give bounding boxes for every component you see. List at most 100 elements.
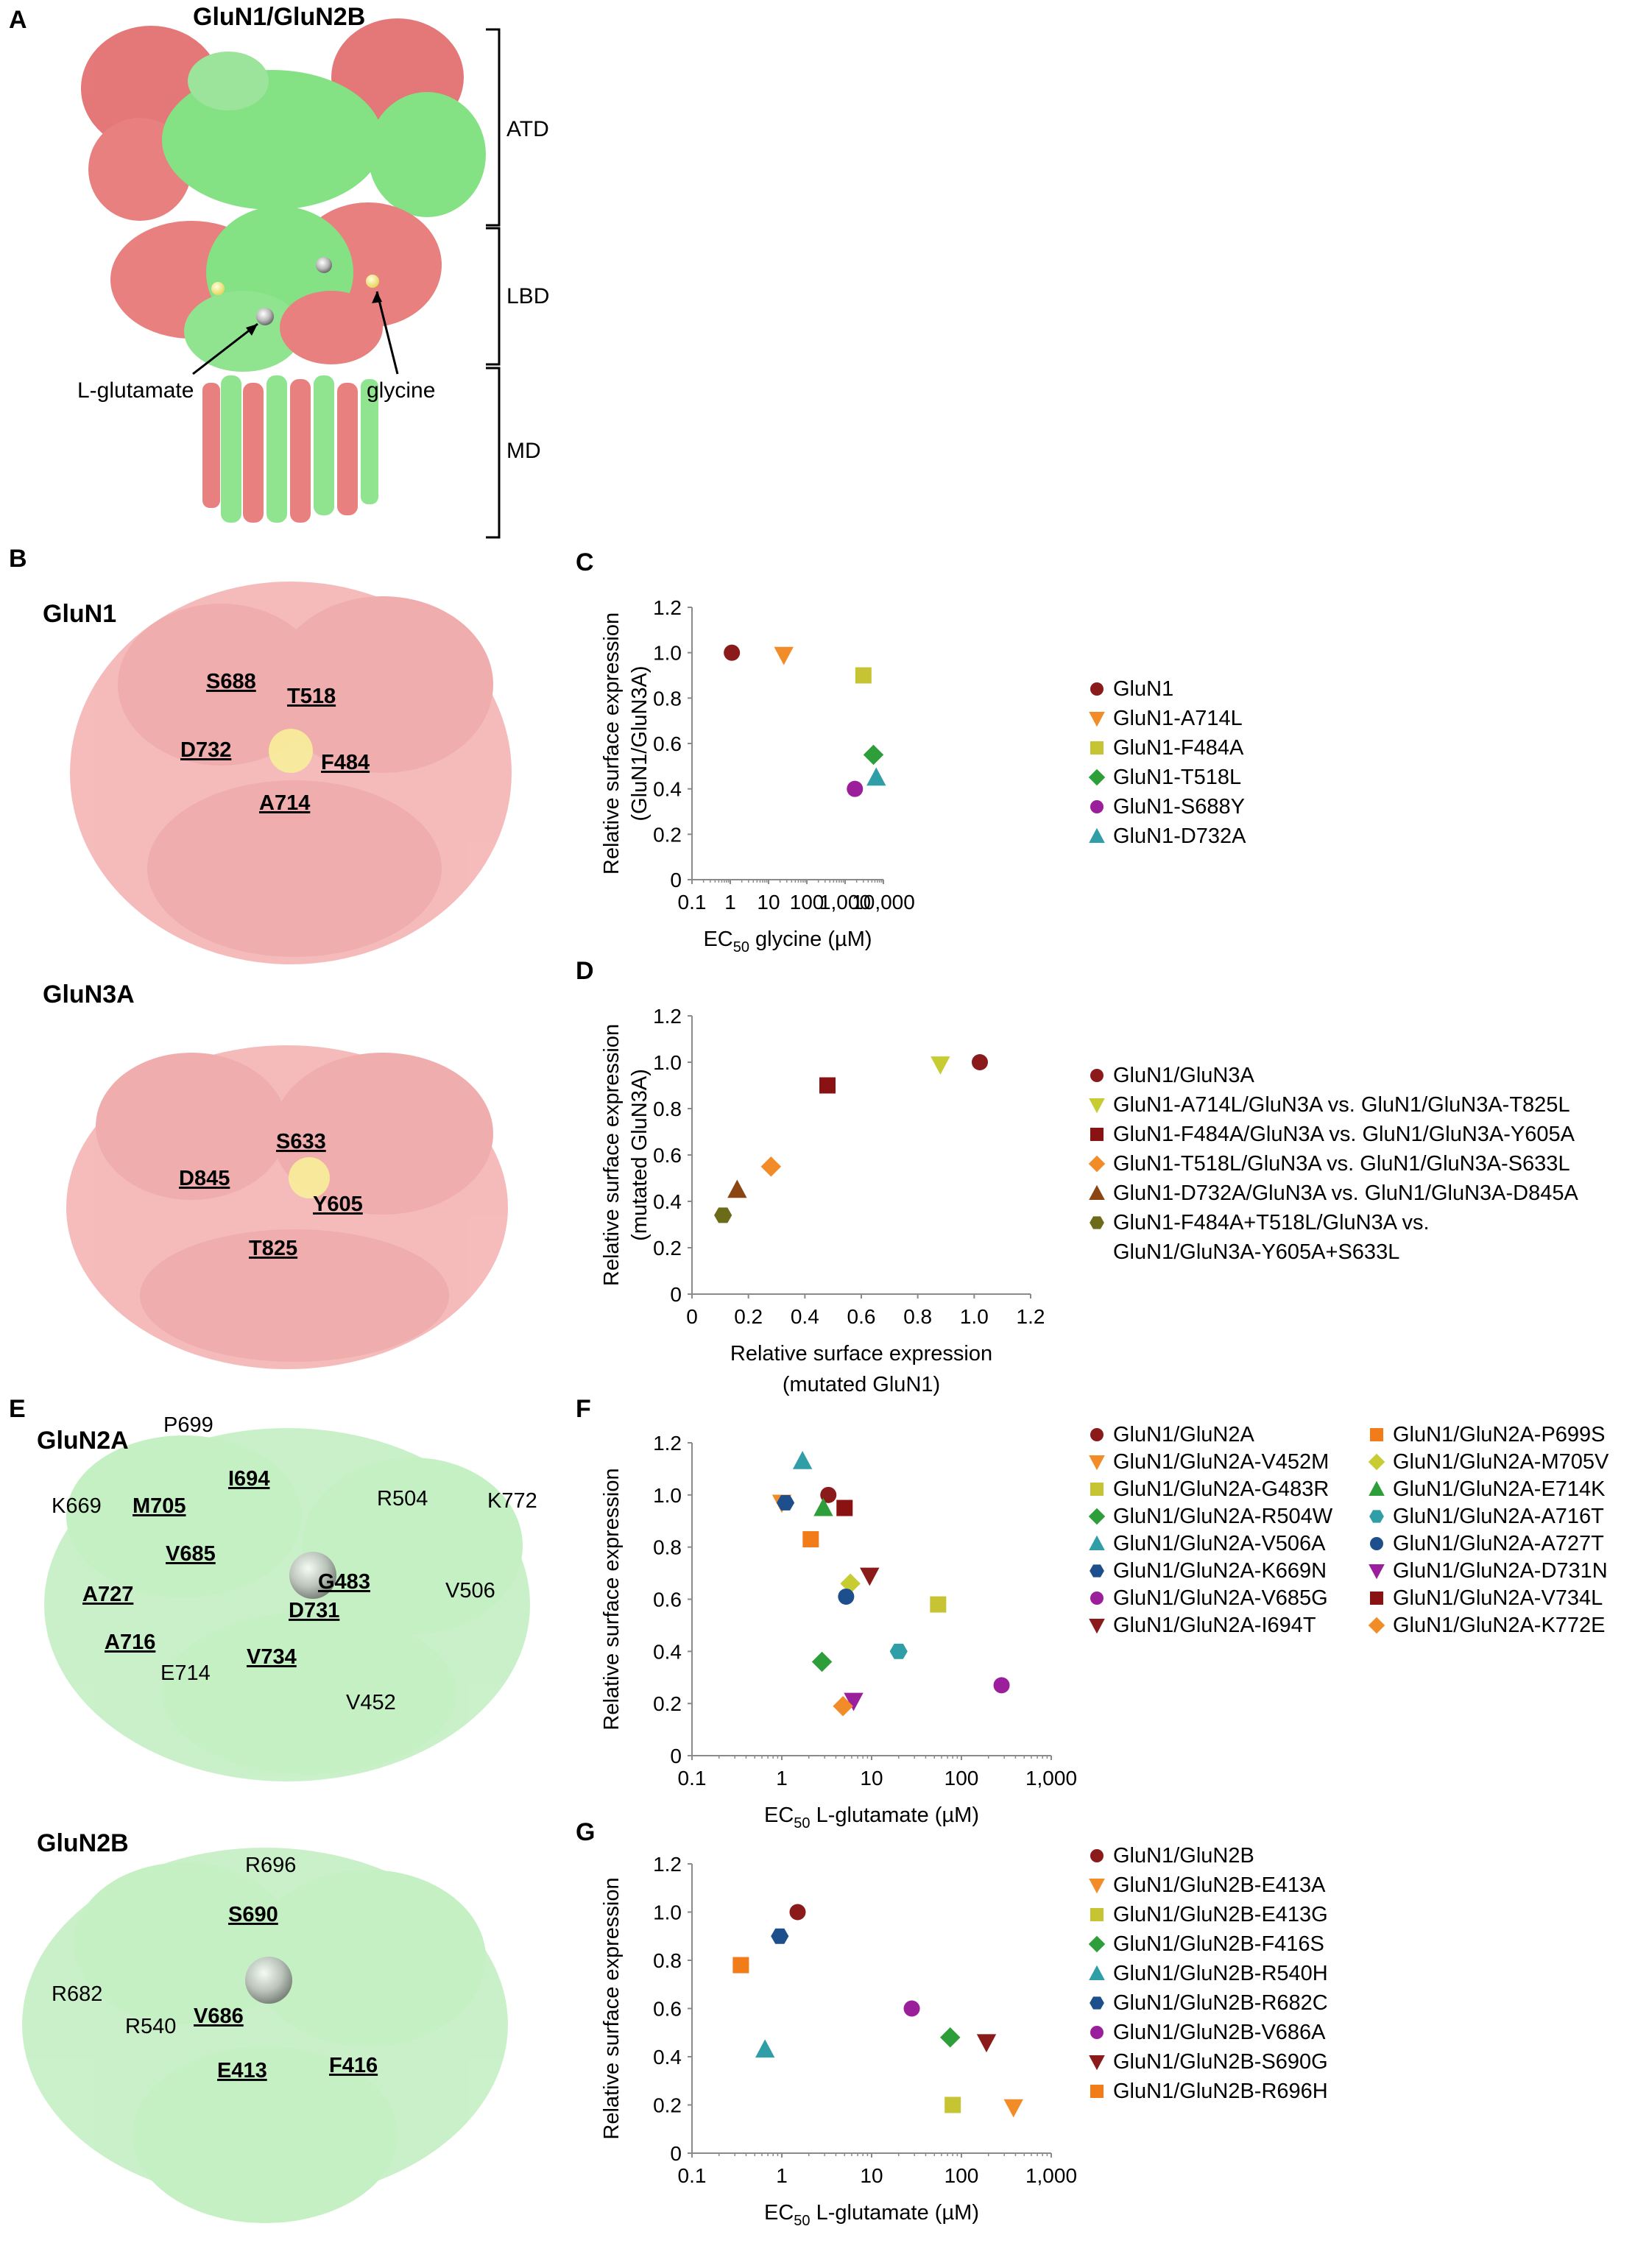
chart-2-legend-label-13: GluN1/GluN2A-D731N (1393, 1559, 1608, 1583)
chart-1-ytick-5: 1.0 (653, 1051, 682, 1074)
chart-2-legend-label-12: GluN1/GluN2A-A727T (1393, 1532, 1604, 1555)
panel-d-label: D (576, 957, 594, 985)
chart-2-legend-label-1: GluN1/GluN2A-V452M (1113, 1450, 1329, 1474)
chart-2-legend-label-0: GluN1/GluN2A (1113, 1423, 1254, 1446)
chart-2-point-4 (792, 1451, 813, 1469)
chart-2-legend-swatch-8 (1370, 1428, 1383, 1441)
chart-2-xtick-4: 1,000 (1025, 1767, 1077, 1790)
glycine-ball-2 (211, 282, 225, 295)
chart-3-legend-label-6: GluN1/GluN2B-V686A (1113, 2021, 1326, 2044)
chart-2-ylabel-0: Relative surface expression (600, 1468, 624, 1730)
chart-0-legend-swatch-1 (1089, 712, 1105, 727)
chart-3-legend-label-4: GluN1/GluN2B-R540H (1113, 1962, 1328, 1985)
chart-3-xtick-2: 10 (860, 2164, 883, 2187)
chart-2-xtick-0: 0.1 (678, 1767, 707, 1790)
chart-0-point-4 (847, 780, 864, 797)
glycine-site-glun3a (289, 1157, 330, 1198)
chart-2-legend-swatch-13 (1369, 1564, 1385, 1580)
chart-2-point-8 (802, 1531, 819, 1548)
chart-3-legend-swatch-0 (1090, 1849, 1104, 1862)
panel-c-label: C (576, 548, 594, 576)
chart-2-point-7 (860, 1567, 880, 1586)
chart-0-xlabel: EC50 glycine (µM) (703, 928, 872, 955)
residue-k669: K669 (52, 1494, 102, 1518)
chart-3-legend-swatch-8 (1090, 2085, 1104, 2098)
chart-2-point-0 (820, 1486, 837, 1503)
residue-d732: D732 (180, 738, 231, 762)
chart-2-point-3 (811, 1651, 833, 1672)
residue-v506: V506 (445, 1579, 495, 1603)
chart-1-point-4 (727, 1179, 747, 1198)
chart-c: C 0 0.2 0.4 0.6 0.8 1.0 1.2 0.1 1 10 1001,00010,000… (576, 548, 1246, 955)
chart-3-legend-label-1: GluN1/GluN2B-E413A (1113, 1873, 1326, 1897)
chart-1-point-3 (760, 1156, 782, 1177)
chart-2-point-14 (836, 1499, 853, 1516)
panel-b-label: B (9, 545, 27, 573)
chart-3-xtick-3: 100 (944, 2164, 979, 2187)
chart-2-legend-label-3: GluN1/GluN2A-R504W (1113, 1505, 1333, 1528)
chart-0-legend-label-3: GluN1-T518L (1113, 766, 1241, 789)
glycine-ball (366, 275, 379, 288)
residue-g483: G483 (318, 1570, 370, 1594)
residue-r540: R540 (125, 2015, 176, 2038)
chart-2-legend-swatch-5 (1090, 1564, 1104, 1578)
glun2a-title: GluN2A (37, 1427, 129, 1455)
annotation-l-glutamate: L-glutamate (77, 378, 194, 403)
chart-3-legend-label-0: GluN1/GluN2B (1113, 1844, 1254, 1868)
chart-0-ylabel-0: Relative surface expression (600, 612, 624, 875)
panel-e-label: E (9, 1395, 26, 1423)
chart-3-xtick-1: 1 (776, 2164, 788, 2187)
chart-1-legend-label-2: GluN1-F484A/GluN3A vs. GluN1/GluN3A-Y605… (1113, 1123, 1575, 1146)
residue-s688: S688 (206, 670, 256, 693)
chart-0-point-3 (863, 744, 884, 766)
chart-3-legend-swatch-6 (1090, 2026, 1104, 2039)
panel-g-label: G (576, 1818, 595, 1846)
chart-0-legend-swatch-0 (1090, 682, 1104, 696)
panel-a-title: GluN1/GluN2B (193, 3, 365, 31)
chart-1-ytick-1: 0.2 (653, 1237, 682, 1260)
chart-0-ytick-5: 1.0 (653, 642, 682, 665)
chart-1-xtick-0: 0 (686, 1305, 698, 1328)
glutamate-site-glun2b (245, 1957, 292, 2004)
chart-0-legend-label-5: GluN1-D732A (1113, 824, 1246, 848)
chart-3-point-5 (771, 1928, 789, 1944)
glutamate-ball (256, 308, 274, 325)
chart-1-point-2 (819, 1077, 836, 1094)
chart-2-xtick-2: 10 (860, 1767, 883, 1790)
chart-2-xtick-3: 100 (944, 1767, 979, 1790)
chart-2-legend-label-11: GluN1/GluN2A-A716T (1393, 1505, 1604, 1528)
chart-2-legend-label-4: GluN1/GluN2A-V506A (1113, 1532, 1326, 1555)
chart-1-point-0 (972, 1054, 988, 1070)
chart-3-point-8 (732, 1957, 749, 1974)
residue-y605: Y605 (313, 1193, 363, 1216)
chart-2-point-13 (844, 1692, 864, 1711)
chart-1-legend-swatch-3 (1088, 1155, 1106, 1173)
protein-structure-glun1-glun2b (81, 18, 486, 523)
chart-2-ytick-6: 1.2 (653, 1432, 682, 1455)
chart-0-ytick-1: 0.2 (653, 823, 682, 846)
chart-1-legend-label-0: GluN1/GluN3A (1113, 1064, 1254, 1087)
chart-0-ytick-2: 0.4 (653, 778, 682, 801)
chart-3-legend-label-5: GluN1/GluN2B-R682C (1113, 1991, 1328, 2015)
chart-2-legend-label-10: GluN1/GluN2A-E714K (1393, 1477, 1606, 1501)
chart-0-ylabel-1: (GluN1/GluN3A) (628, 665, 652, 821)
glun3a-title: GluN3A (43, 981, 135, 1008)
chart-3-ylabel-0: Relative surface expression (600, 1877, 624, 2139)
chart-0-ytick-0: 0 (670, 869, 682, 891)
chart-0-xtick-4: 1,000 (819, 891, 871, 914)
chart-1-ytick-2: 0.4 (653, 1190, 682, 1213)
chart-1-legend-label-3: GluN1-T518L/GluN3A vs. GluN1/GluN3A-S633… (1113, 1152, 1570, 1176)
chart-1-point-5 (714, 1207, 732, 1223)
chart-2-legend-swatch-15 (1368, 1617, 1385, 1634)
glun1-title: GluN1 (43, 600, 116, 628)
residue-a714: A714 (259, 791, 310, 815)
chart-3-point-1 (1003, 2099, 1023, 2118)
residue-d731: D731 (289, 1599, 339, 1622)
chart-1-ytick-6: 1.2 (653, 1005, 682, 1028)
chart-3-ytick-3: 0.6 (653, 1998, 682, 2021)
chart-3-ytick-1: 0.2 (653, 2094, 682, 2117)
chart-0-legend-swatch-5 (1089, 827, 1105, 843)
chart-3-ytick-5: 1.0 (653, 1901, 682, 1924)
chart-2-legend-swatch-10 (1369, 1480, 1385, 1496)
panel-a: A GluN1/GluN2B (9, 3, 549, 539)
